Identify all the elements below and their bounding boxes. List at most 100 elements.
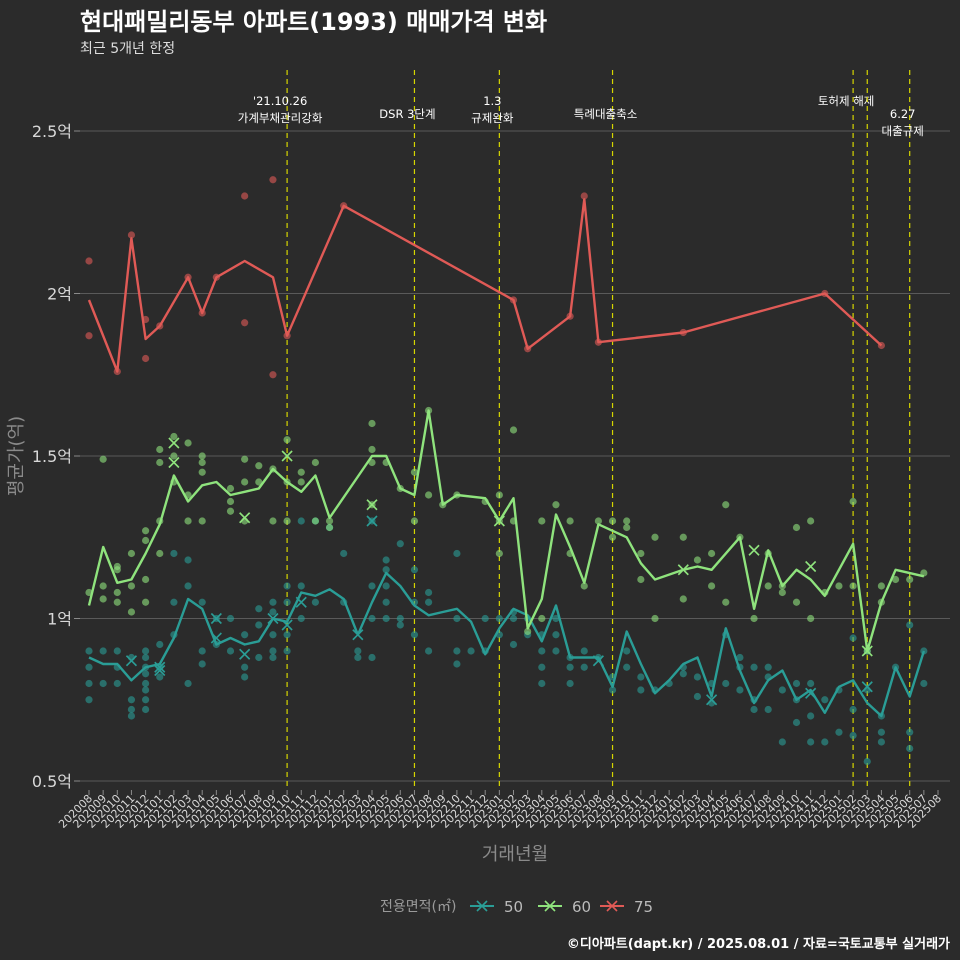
trade-point bbox=[566, 517, 574, 525]
trade-point bbox=[127, 231, 136, 239]
trade-point bbox=[877, 738, 886, 746]
trade-point bbox=[156, 458, 164, 467]
trade-point bbox=[807, 679, 815, 688]
trade-point bbox=[269, 653, 277, 662]
trade-point bbox=[255, 621, 263, 629]
trade-point bbox=[764, 705, 772, 714]
trade-point bbox=[241, 192, 249, 200]
trade-point bbox=[849, 497, 857, 506]
legend-label: 50 bbox=[504, 898, 523, 916]
trade-point bbox=[241, 455, 249, 463]
trade-point bbox=[792, 523, 801, 532]
average-marker bbox=[706, 694, 718, 706]
trade-point bbox=[142, 536, 150, 545]
trade-point bbox=[849, 582, 857, 590]
trade-point bbox=[792, 598, 801, 606]
trade-point bbox=[382, 598, 390, 606]
trade-point bbox=[750, 705, 758, 714]
average-marker bbox=[748, 544, 760, 556]
trade-point bbox=[127, 705, 136, 714]
trade-point bbox=[524, 627, 532, 636]
trade-point bbox=[99, 647, 107, 655]
trade-point bbox=[637, 673, 645, 681]
trade-point bbox=[85, 663, 93, 671]
trade-point bbox=[623, 663, 631, 671]
trade-point bbox=[792, 718, 801, 727]
trade-point bbox=[85, 332, 93, 340]
trade-point bbox=[269, 517, 277, 525]
average-marker bbox=[154, 661, 166, 673]
trade-point bbox=[778, 588, 786, 597]
trade-point bbox=[198, 660, 206, 668]
average-marker bbox=[366, 515, 378, 527]
x-axis-label: 거래년월 bbox=[482, 844, 548, 865]
trade-point bbox=[269, 598, 277, 606]
trade-point bbox=[142, 686, 150, 694]
trade-point bbox=[509, 640, 518, 649]
trade-point bbox=[580, 582, 588, 590]
event-label: '21.10.26 bbox=[253, 94, 307, 108]
trade-point bbox=[410, 517, 419, 525]
average-marker bbox=[805, 687, 817, 699]
average-marker bbox=[295, 596, 307, 608]
trade-point bbox=[113, 566, 121, 574]
trade-point bbox=[127, 712, 136, 720]
trade-point bbox=[283, 598, 291, 606]
trade-point bbox=[778, 686, 786, 694]
trade-point bbox=[453, 647, 461, 655]
trade-point bbox=[778, 738, 786, 746]
trade-point bbox=[156, 549, 164, 558]
trade-point bbox=[849, 634, 857, 642]
trade-point bbox=[736, 653, 744, 662]
chart-caption: ©디아파트(dapt.kr) / 2025.08.01 / 자료=국토교통부 실… bbox=[567, 936, 950, 952]
trade-point bbox=[608, 517, 617, 525]
trade-point bbox=[142, 705, 150, 714]
trade-point bbox=[85, 647, 93, 655]
trade-point bbox=[325, 523, 334, 532]
trade-point bbox=[142, 647, 150, 655]
trade-point bbox=[623, 517, 631, 525]
trade-point bbox=[142, 575, 150, 584]
trade-point bbox=[877, 582, 886, 590]
trade-point bbox=[354, 653, 362, 662]
trade-point bbox=[269, 631, 277, 639]
trade-point bbox=[453, 614, 461, 623]
trade-point bbox=[226, 484, 235, 493]
event-lines: '21.10.26 가계부채관리강화 DSR 3단계 1.3 규제완화 특례대출축소 토허제… bbox=[238, 70, 924, 790]
trade-point bbox=[170, 598, 178, 606]
average-marker bbox=[861, 681, 873, 693]
trade-point bbox=[340, 549, 348, 558]
y-tick-label: 0.5억 bbox=[32, 772, 72, 791]
trade-point bbox=[99, 582, 107, 590]
trade-point bbox=[142, 679, 150, 688]
average-marker bbox=[352, 629, 364, 641]
y-axis-label: 평균가(억) bbox=[6, 416, 27, 496]
chart-subtitle: 최근 5개년 한정 bbox=[80, 41, 175, 57]
average-marker bbox=[239, 648, 251, 660]
trade-point bbox=[552, 614, 560, 623]
trade-point bbox=[821, 696, 829, 704]
average-marker bbox=[154, 664, 166, 677]
trade-point bbox=[241, 673, 249, 681]
trade-point bbox=[453, 549, 461, 558]
trade-point bbox=[226, 507, 235, 515]
trade-point bbox=[368, 653, 376, 662]
trade-point bbox=[113, 647, 121, 655]
trade-point bbox=[509, 426, 518, 434]
trade-point bbox=[495, 491, 503, 499]
event-label: 특례대출축소 bbox=[574, 107, 637, 121]
trade-point bbox=[382, 566, 390, 574]
trade-point bbox=[297, 468, 305, 476]
trade-point bbox=[679, 670, 687, 678]
series-lines bbox=[87, 198, 926, 718]
trade-point bbox=[85, 679, 93, 688]
legend-label: 60 bbox=[572, 898, 591, 916]
trade-point bbox=[382, 614, 390, 623]
average-marker bbox=[267, 612, 279, 625]
trade-point bbox=[410, 468, 419, 476]
trade-point bbox=[410, 566, 419, 574]
trade-point bbox=[368, 445, 376, 454]
trade-point bbox=[708, 582, 716, 590]
trade-point bbox=[198, 517, 206, 525]
trade-point bbox=[849, 705, 857, 714]
